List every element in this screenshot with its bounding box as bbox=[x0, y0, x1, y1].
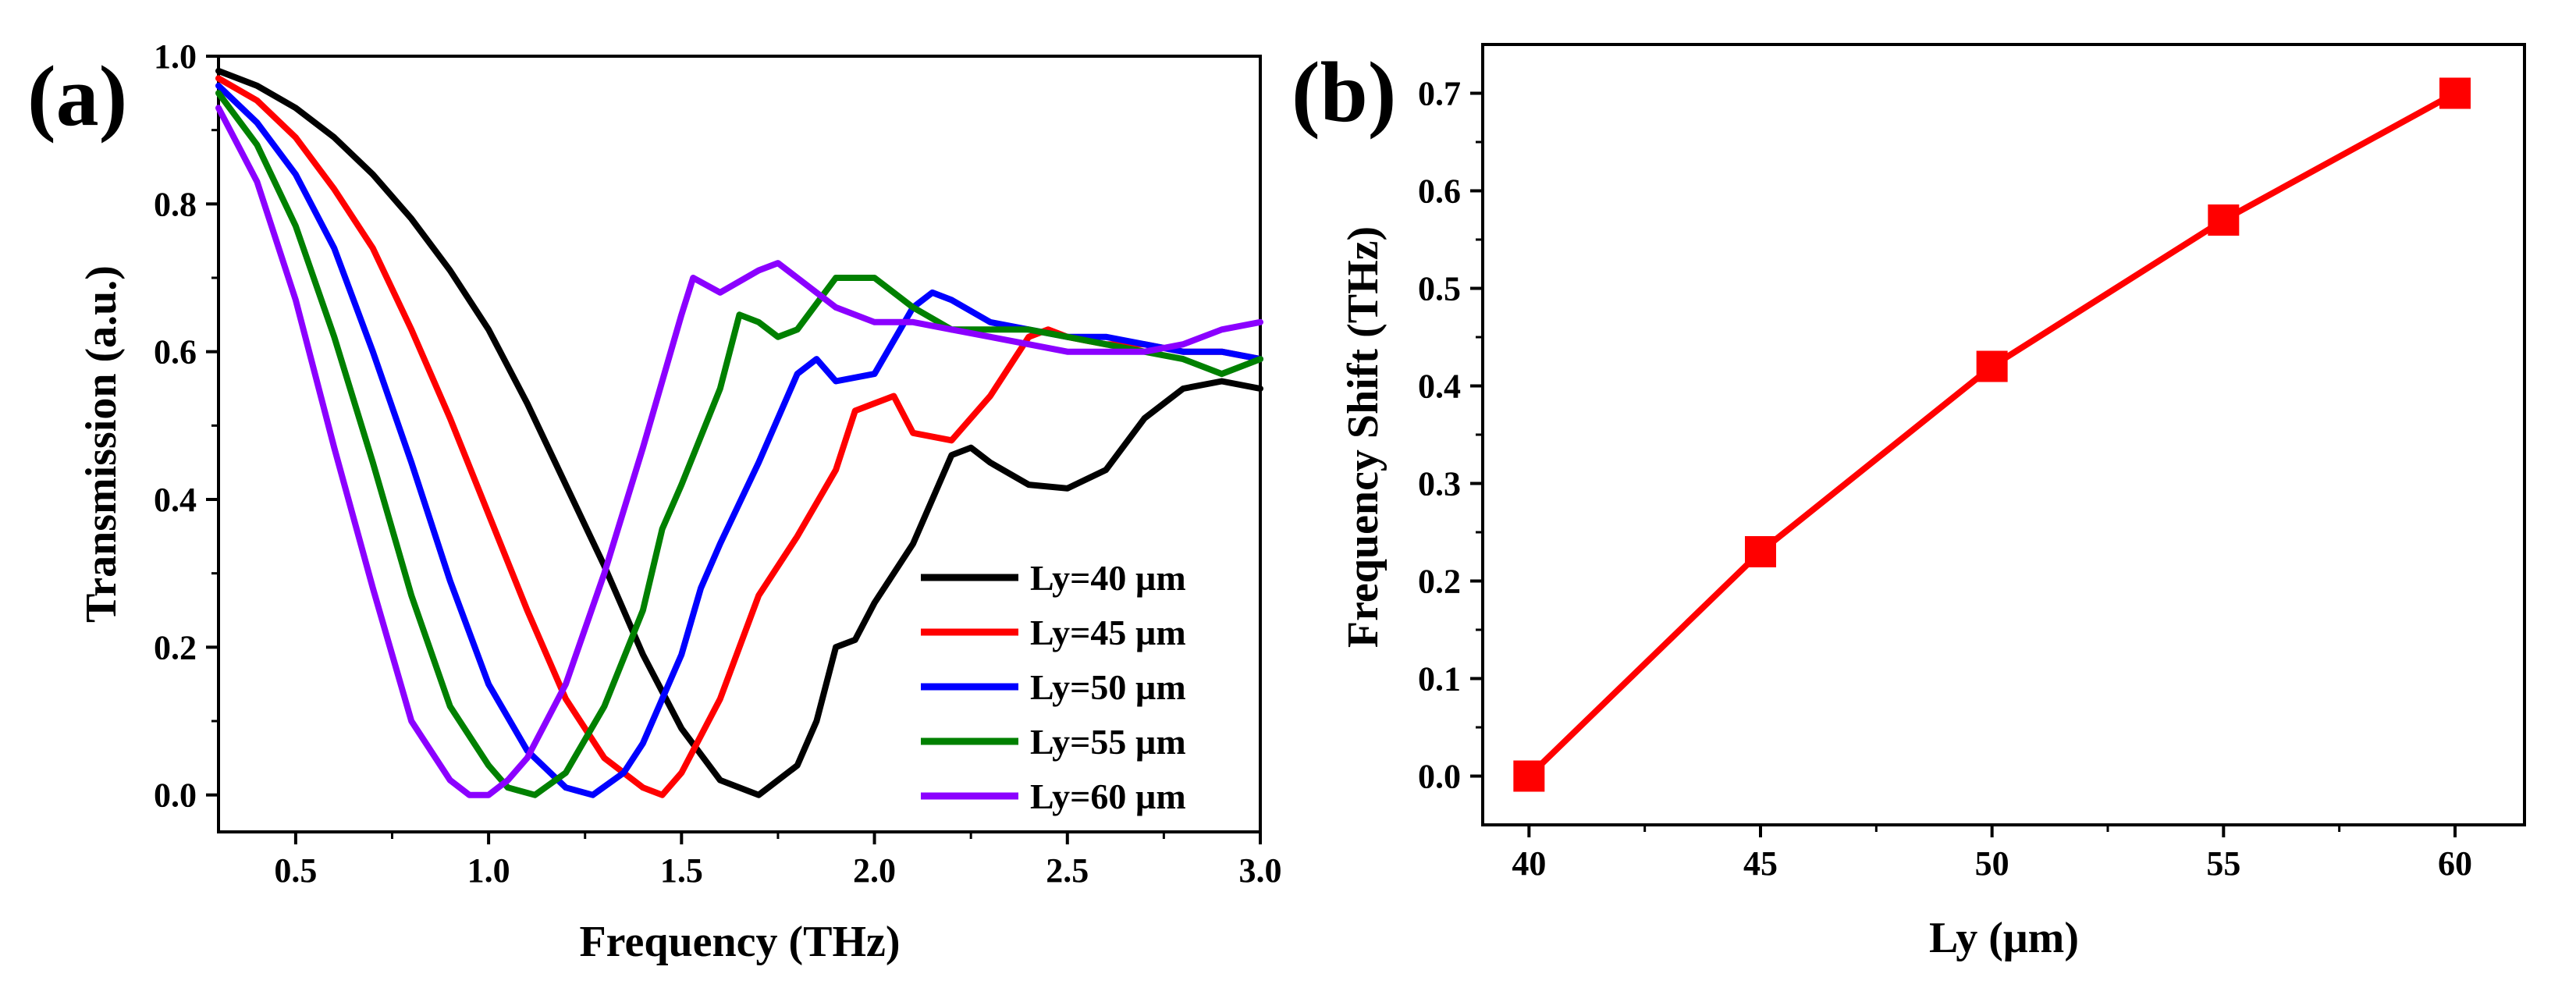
x-tick-label: 2.0 bbox=[853, 851, 896, 890]
legend-entry-ly-45: Ly=45 µm bbox=[921, 613, 1186, 652]
panel-a-y-axis-label: Transmission (a.u.) bbox=[77, 265, 126, 623]
x-tick-label: 0.5 bbox=[274, 851, 317, 890]
x-tick-label: 2.5 bbox=[1046, 851, 1089, 890]
y-tick-label: 0.2 bbox=[1418, 563, 1461, 601]
legend-entry-ly-50: Ly=50 µm bbox=[921, 667, 1186, 707]
y-tick-label: 0.4 bbox=[154, 481, 197, 519]
legend-entry-ly-60: Ly=60 µm bbox=[921, 776, 1186, 816]
panel-b-series bbox=[1513, 77, 2471, 792]
x-tick-label: 60 bbox=[2438, 844, 2472, 883]
x-tick-label: 55 bbox=[2206, 844, 2240, 883]
y-tick-label: 0.4 bbox=[1418, 368, 1461, 406]
y-tick-label: 0.1 bbox=[1418, 660, 1461, 698]
panel-a-label: (a) bbox=[27, 48, 127, 144]
legend-entry-ly-55: Ly=55 µm bbox=[921, 722, 1186, 762]
x-tick-label: 45 bbox=[1743, 844, 1778, 883]
panel-b-y-axis-label: Frequency Shift (THz) bbox=[1339, 226, 1387, 648]
series-line-ly-55-m bbox=[215, 90, 1263, 798]
panel-a-y-ticks: 0.0 0.2 0.4 0.6 0.8 1.0 bbox=[154, 37, 219, 815]
panel-a-x-axis-label: Frequency (THz) bbox=[579, 918, 900, 966]
data-point-marker bbox=[1513, 760, 1545, 792]
panel-b-x-axis-label: Ly (μm) bbox=[1929, 914, 2079, 962]
y-tick-label: 0.3 bbox=[1418, 465, 1461, 503]
y-tick-label: 0.0 bbox=[1418, 758, 1461, 796]
data-point-marker bbox=[2439, 77, 2471, 109]
y-tick-label: 0.6 bbox=[1418, 172, 1461, 211]
x-tick-label: 1.0 bbox=[467, 851, 510, 890]
x-tick-label: 3.0 bbox=[1239, 851, 1282, 890]
panel-a-legend: Ly=40 µm Ly=45 µm Ly=50 µm Ly=55 µm Ly=6… bbox=[921, 558, 1186, 816]
series-line-ly-60-m bbox=[215, 105, 1263, 798]
legend-label-ly-40: Ly=40 µm bbox=[1030, 558, 1186, 598]
panel-b-y-ticks: 0.0 0.1 0.2 0.3 0.4 0.5 0.6 0.7 bbox=[1418, 75, 1483, 796]
legend-label-ly-45: Ly=45 µm bbox=[1030, 613, 1186, 652]
panel-b-x-ticks: 40 45 50 55 60 bbox=[1512, 825, 2472, 883]
panel-a-series-lines bbox=[215, 67, 1263, 798]
y-tick-label: 0.6 bbox=[154, 333, 197, 371]
legend-entry-ly-40: Ly=40 µm bbox=[921, 558, 1186, 598]
y-tick-label: 0.7 bbox=[1418, 75, 1461, 113]
y-tick-label: 1.0 bbox=[154, 37, 197, 76]
x-tick-label: 1.5 bbox=[660, 851, 703, 890]
data-point-marker bbox=[1745, 536, 1776, 567]
y-tick-label: 0.5 bbox=[1418, 270, 1461, 308]
panel-b-label: (b) bbox=[1292, 44, 1396, 140]
panel-a-plot-frame bbox=[217, 55, 1262, 833]
legend-label-ly-55: Ly=55 µm bbox=[1030, 722, 1186, 762]
panel-a-x-ticks: 0.5 1.0 1.5 2.0 2.5 3.0 bbox=[274, 832, 1282, 890]
y-tick-label: 0.0 bbox=[154, 776, 197, 815]
legend-label-ly-60: Ly=60 µm bbox=[1030, 776, 1186, 816]
series-line-frequency-shift bbox=[1526, 90, 2458, 780]
x-tick-label: 40 bbox=[1512, 844, 1546, 883]
data-point-marker bbox=[1976, 350, 2008, 382]
y-tick-label: 0.8 bbox=[154, 185, 197, 223]
x-tick-label: 50 bbox=[1975, 844, 2009, 883]
panel-b-plot-frame bbox=[1481, 43, 2526, 826]
panel-b-frequency-shift-chart: (b) 40 45 50 55 60 0.00.10.20.30.40.50.60.7 … bbox=[1292, 43, 2526, 962]
y-tick-label: 0.2 bbox=[154, 628, 197, 666]
data-point-marker bbox=[2208, 204, 2240, 236]
panel-a-transmission-chart: (a) 0.5 1.0 1.5 2.0 2.5 3.0 0.0 0.2 0.4 0.6 0.8 1.… bbox=[27, 37, 1282, 966]
series-line-ly-40-m bbox=[215, 67, 1263, 798]
legend-label-ly-50: Ly=50 µm bbox=[1030, 667, 1186, 707]
